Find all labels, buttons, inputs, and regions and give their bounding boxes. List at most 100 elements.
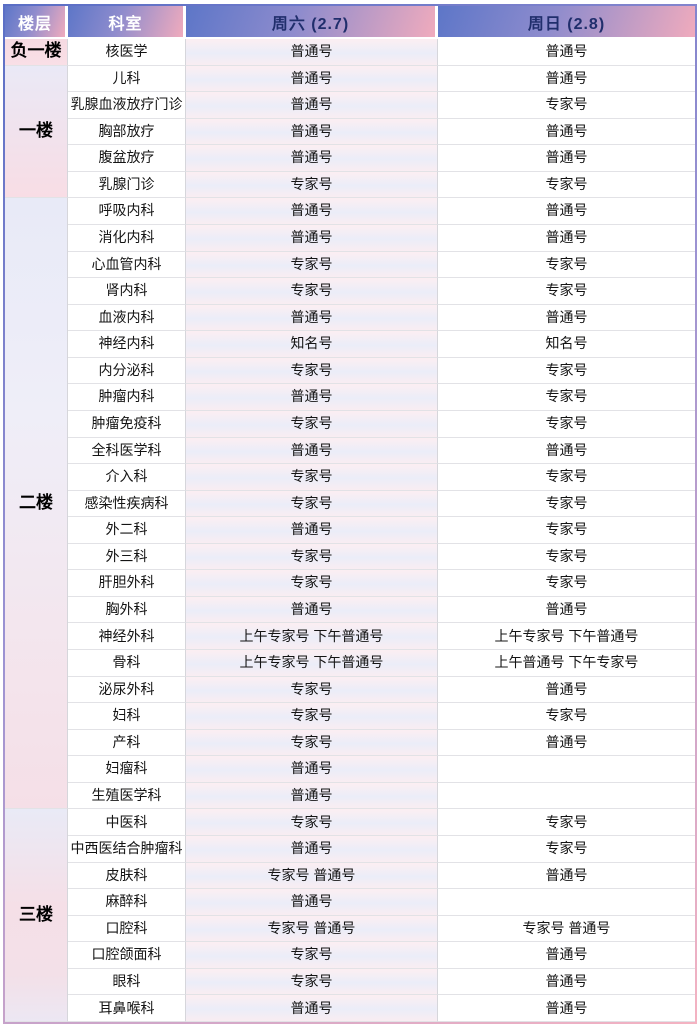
department-cell: 儿科 [68, 65, 186, 93]
saturday-cell: 普通号 [186, 224, 438, 252]
department-cell: 消化内科 [68, 224, 186, 252]
department-cell: 胸外科 [68, 596, 186, 624]
saturday-cell: 普通号 [186, 145, 438, 172]
sunday-cell: 普通号 [438, 65, 695, 93]
department-cell: 核医学 [68, 39, 186, 66]
floor-cell: 负一楼 [5, 39, 68, 66]
sunday-cell: 普通号 [438, 968, 695, 996]
sunday-cell: 专家号 [438, 517, 695, 544]
department-cell: 肿瘤免疫科 [68, 410, 186, 438]
department-cell: 神经外科 [68, 623, 186, 651]
sunday-cell: 专家号 [438, 809, 695, 837]
sunday-cell: 专家号 [438, 570, 695, 597]
sunday-cell [438, 782, 695, 810]
saturday-cell: 专家号 [186, 251, 438, 279]
department-cell: 生殖医学科 [68, 782, 186, 810]
saturday-cell: 专家号 [186, 942, 438, 969]
saturday-cell: 普通号 [186, 92, 438, 119]
sunday-cell: 专家号 普通号 [438, 915, 695, 943]
department-cell: 中西医结合肿瘤科 [68, 836, 186, 863]
sunday-cell: 普通号 [438, 304, 695, 332]
department-cell: 心血管内科 [68, 251, 186, 279]
department-cell: 耳鼻喉科 [68, 995, 186, 1022]
sunday-cell: 专家号 [438, 543, 695, 571]
saturday-cell: 普通号 [186, 782, 438, 810]
department-cell: 口腔颌面科 [68, 942, 186, 969]
saturday-cell: 普通号 [186, 384, 438, 411]
saturday-cell: 上午专家号 下午普通号 [186, 623, 438, 651]
department-cell: 皮肤科 [68, 862, 186, 890]
floor-cell: 二楼 [5, 198, 68, 810]
department-cell: 肿瘤内科 [68, 384, 186, 411]
saturday-cell: 普通号 [186, 596, 438, 624]
saturday-cell: 专家号 普通号 [186, 915, 438, 943]
floor-cell: 一楼 [5, 65, 68, 199]
sunday-cell: 普通号 [438, 198, 695, 225]
sunday-cell: 专家号 [438, 490, 695, 518]
table-header-row: 楼层 科室 周六 (2.7) 周日 (2.8) [5, 6, 695, 37]
saturday-cell: 专家号 [186, 410, 438, 438]
floor-cell: 三楼 [5, 809, 68, 1022]
department-cell: 麻醉科 [68, 889, 186, 916]
sunday-cell: 普通号 [438, 224, 695, 252]
department-cell: 产科 [68, 729, 186, 757]
saturday-cell: 专家号 [186, 357, 438, 385]
department-cell: 乳腺血液放疗门诊 [68, 92, 186, 119]
sunday-cell: 普通号 [438, 145, 695, 172]
sunday-cell: 普通号 [438, 39, 695, 66]
saturday-cell: 专家号 [186, 703, 438, 730]
sunday-cell: 普通号 [438, 596, 695, 624]
sunday-cell [438, 756, 695, 783]
sunday-cell: 普通号 [438, 437, 695, 465]
department-cell: 口腔科 [68, 915, 186, 943]
saturday-cell: 普通号 [186, 118, 438, 146]
schedule-table: 楼层 科室 周六 (2.7) 周日 (2.8) 负一楼 核医学 普通号 普通号 一楼 儿科… [3, 4, 697, 1024]
saturday-cell: 专家号 [186, 729, 438, 757]
sunday-cell: 普通号 [438, 862, 695, 890]
department-cell: 乳腺门诊 [68, 171, 186, 199]
saturday-cell: 上午专家号 下午普通号 [186, 650, 438, 677]
saturday-cell: 专家号 [186, 464, 438, 491]
saturday-cell: 专家号 [186, 968, 438, 996]
department-cell: 肾内科 [68, 278, 186, 305]
department-cell: 中医科 [68, 809, 186, 837]
sunday-cell: 专家号 [438, 703, 695, 730]
sunday-cell: 专家号 [438, 384, 695, 411]
sunday-cell: 专家号 [438, 410, 695, 438]
sunday-cell: 上午专家号 下午普通号 [438, 623, 695, 651]
sunday-cell: 专家号 [438, 251, 695, 279]
saturday-cell: 专家号 [186, 570, 438, 597]
schedule-table-body: 负一楼 核医学 普通号 普通号 一楼 儿科 普通号 普通号 乳腺血液放疗门诊 普通号 专家号 胸部放疗… [5, 39, 695, 1022]
department-cell: 泌尿外科 [68, 676, 186, 704]
department-cell: 内分泌科 [68, 357, 186, 385]
sunday-cell: 普通号 [438, 118, 695, 146]
saturday-cell: 普通号 [186, 836, 438, 863]
department-cell: 胸部放疗 [68, 118, 186, 146]
sunday-cell: 专家号 [438, 464, 695, 491]
saturday-cell: 专家号 [186, 278, 438, 305]
department-cell: 骨科 [68, 650, 186, 677]
department-cell: 介入科 [68, 464, 186, 491]
sunday-cell: 上午普通号 下午专家号 [438, 650, 695, 677]
saturday-cell: 专家号 [186, 676, 438, 704]
saturday-cell: 普通号 [186, 889, 438, 916]
department-cell: 妇瘤科 [68, 756, 186, 783]
saturday-cell: 普通号 [186, 65, 438, 93]
sunday-cell: 专家号 [438, 357, 695, 385]
sunday-cell: 普通号 [438, 676, 695, 704]
saturday-cell: 普通号 [186, 304, 438, 332]
saturday-cell: 普通号 [186, 39, 438, 66]
sunday-cell: 专家号 [438, 836, 695, 863]
header-cell-floor: 楼层 [5, 6, 68, 37]
department-cell: 腹盆放疗 [68, 145, 186, 172]
header-cell-saturday: 周六 (2.7) [186, 6, 438, 37]
sunday-cell: 普通号 [438, 942, 695, 969]
saturday-cell: 普通号 [186, 995, 438, 1022]
department-cell: 外二科 [68, 517, 186, 544]
sunday-cell: 知名号 [438, 331, 695, 358]
department-cell: 眼科 [68, 968, 186, 996]
department-cell: 妇科 [68, 703, 186, 730]
saturday-cell: 普通号 [186, 756, 438, 783]
department-cell: 神经内科 [68, 331, 186, 358]
